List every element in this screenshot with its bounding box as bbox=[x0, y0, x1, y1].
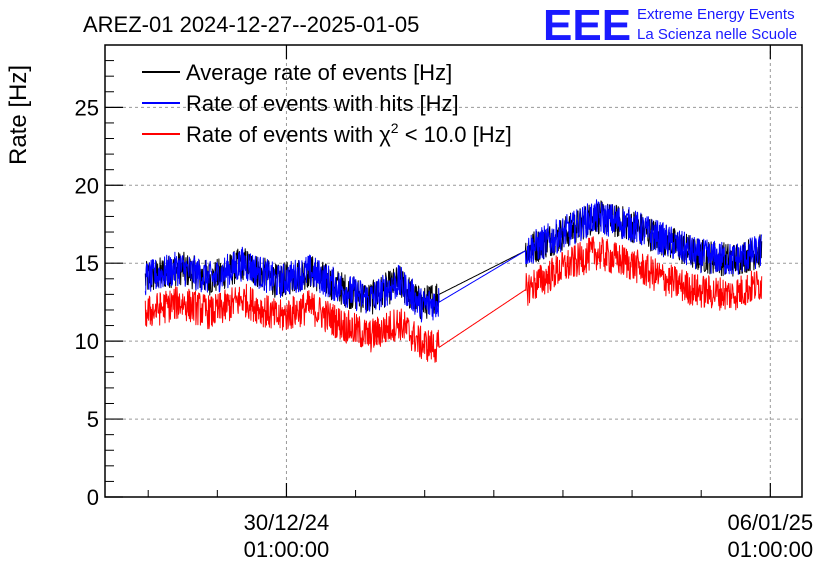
eee-logo: EEE Extreme Energy Events La Scienza nel… bbox=[543, 1, 797, 50]
chart-title: AREZ-01 2024-12-27--2025-01-05 bbox=[83, 12, 419, 37]
legend-label-hits: Rate of events with hits [Hz] bbox=[186, 91, 459, 116]
logo-mark: EEE bbox=[543, 1, 631, 50]
legend-label-average: Average rate of events [Hz] bbox=[186, 60, 452, 85]
y-tick-label: 0 bbox=[87, 485, 99, 510]
y-tick-label: 25 bbox=[75, 95, 99, 120]
series-line-3 bbox=[144, 236, 763, 363]
x-tick-time: 01:00:00 bbox=[244, 537, 330, 562]
legend: Average rate of events [Hz] Rate of even… bbox=[142, 60, 512, 147]
legend-chi2-suffix: < 10.0 [Hz] bbox=[399, 122, 512, 147]
grid bbox=[105, 45, 802, 497]
legend-chi2-prefix: Rate of events with bbox=[186, 122, 379, 147]
legend-chi2-symbol: χ bbox=[379, 122, 391, 147]
logo-line2: La Scienza nelle Scuole bbox=[637, 26, 797, 43]
y-tick-label: 15 bbox=[75, 251, 99, 276]
y-axis-title: Rate [Hz] bbox=[5, 65, 32, 165]
x-tick-date: 30/12/24 bbox=[244, 510, 330, 535]
legend-chi2-sup: 2 bbox=[391, 120, 399, 136]
logo-line1: Extreme Energy Events bbox=[637, 6, 795, 23]
x-tick-date: 06/01/25 bbox=[727, 510, 813, 535]
y-tick-label: 20 bbox=[75, 173, 99, 198]
y-tick-label: 10 bbox=[75, 329, 99, 354]
legend-label-chi2: Rate of events with χ2 < 10.0 [Hz] bbox=[186, 120, 512, 147]
y-tick-label: 5 bbox=[87, 407, 99, 432]
x-tick-time: 01:00:00 bbox=[727, 537, 813, 562]
axes: 051015202530/12/2401:00:0006/01/2501:00:… bbox=[75, 45, 813, 562]
plot-frame bbox=[104, 44, 803, 498]
series-line-2 bbox=[144, 199, 763, 323]
series-layer bbox=[144, 199, 763, 363]
